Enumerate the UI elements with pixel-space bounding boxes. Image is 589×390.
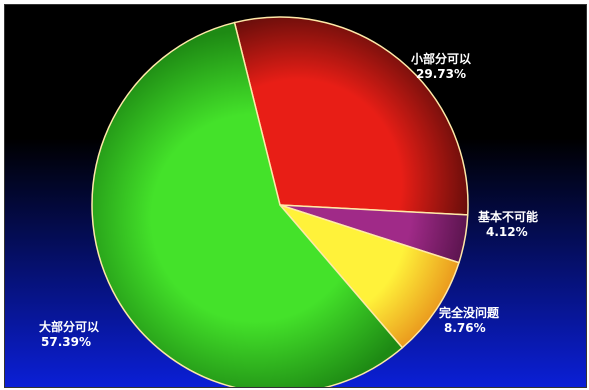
slice-label-value: 4.12% (486, 225, 528, 239)
pie-chart: 小部分可以 29.73% 基本不可能 4.12% 完全没问题 8.76% 大部分… (4, 4, 587, 388)
pie-labels: 小部分可以 29.73% 基本不可能 4.12% 完全没问题 8.76% 大部分… (39, 51, 538, 349)
slice-label-value: 29.73% (416, 67, 466, 81)
slice-label-name: 基本不可能 (477, 209, 538, 224)
slice-label-name: 小部分可以 (411, 51, 471, 66)
pie-slice-2 (277, 203, 460, 349)
slice-label-name: 大部分可以 (39, 319, 99, 334)
pie-slice-0 (233, 16, 469, 216)
slice-label-name: 完全没问题 (439, 305, 500, 320)
pie-slice-3 (91, 21, 404, 387)
slice-label-value: 57.39% (41, 335, 91, 349)
slice-label-value: 8.76% (444, 321, 486, 335)
pie-slices (91, 16, 469, 387)
pie-chart-svg: 小部分可以 29.73% 基本不可能 4.12% 完全没问题 8.76% 大部分… (5, 5, 586, 387)
